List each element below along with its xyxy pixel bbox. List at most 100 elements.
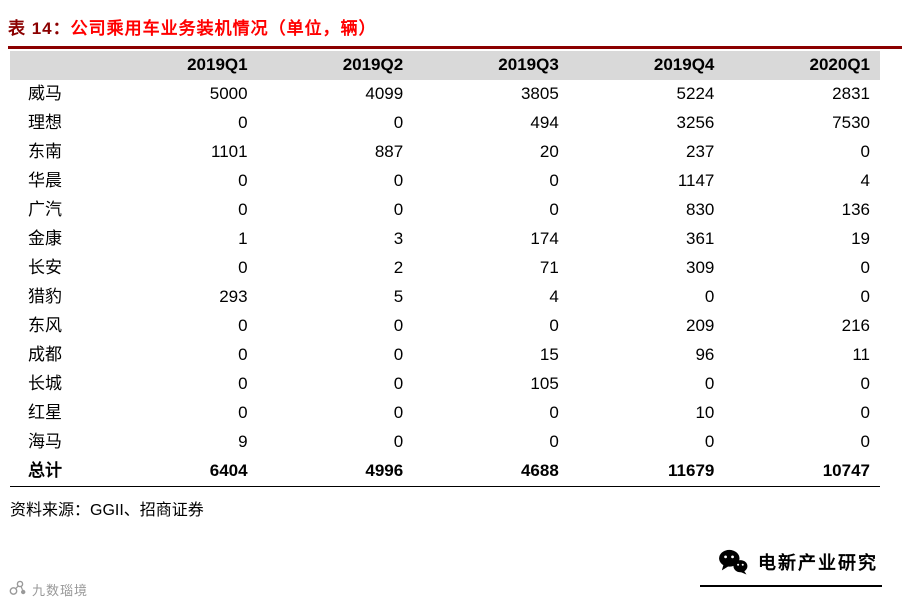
column-header: 2019Q4 (568, 51, 725, 80)
table-cell: 5 (393, 287, 404, 306)
table-cell: 4099 (365, 84, 404, 103)
table-row: 广汽 0 0 0 830 136 (10, 196, 880, 225)
table-cell: 174 (530, 229, 559, 248)
table-cell: 216 (841, 316, 870, 335)
table-cell: 10 (695, 403, 715, 422)
table-row: 红星 0 0 0 10 0 (10, 399, 880, 428)
table-cell: 0 (549, 171, 559, 190)
table-cell: 3 (393, 229, 404, 248)
table-row: 海马 9 0 0 0 0 (10, 428, 880, 457)
table-cell: 0 (393, 432, 404, 451)
table-row: 长城 0 0 105 0 0 (10, 370, 880, 399)
table-row: 威马 5000 4099 3805 5224 2831 (10, 80, 880, 109)
table-cell: 0 (238, 316, 248, 335)
table-caption-title: 公司乘用车业务装机情况（单位，辆） (70, 19, 377, 38)
table-cell: 0 (393, 113, 404, 132)
table-cell: 11 (852, 345, 870, 364)
table-cell: 0 (393, 345, 404, 364)
table-row: 理想 0 0 494 3256 7530 (10, 109, 880, 138)
table-cell: 0 (549, 200, 559, 219)
table-cell: 1147 (677, 171, 715, 190)
table-cell: 96 (695, 345, 715, 364)
table-cell: 0 (704, 287, 715, 306)
table-cell: 0 (549, 403, 559, 422)
table-cell: 4 (860, 171, 870, 190)
table-cell: 3805 (520, 84, 559, 103)
column-header: 2019Q2 (257, 51, 414, 80)
table-cell: 0 (238, 345, 248, 364)
table-cell: 0 (860, 403, 870, 422)
table-cell: 7530 (832, 113, 870, 132)
table-cell: 0 (238, 403, 248, 422)
row-label: 金康 (28, 229, 62, 248)
column-header: 2019Q3 (413, 51, 569, 80)
wechat-icon (718, 549, 748, 575)
watermark-logo-icon (8, 578, 28, 601)
table-cell: 4996 (257, 457, 414, 487)
table-row: 成都 0 0 15 96 11 (10, 341, 880, 370)
table-cell: 0 (860, 374, 870, 393)
table-cell: 15 (539, 345, 559, 364)
table-cell: 5000 (209, 84, 248, 103)
table-cell: 4688 (413, 457, 569, 487)
table-cell: 11679 (568, 457, 725, 487)
caption-divider (8, 46, 902, 49)
table-cell: 0 (393, 316, 404, 335)
table-cell: 20 (539, 142, 559, 161)
table-cell: 887 (374, 142, 404, 161)
row-label: 华晨 (28, 171, 62, 190)
row-label: 猎豹 (28, 287, 62, 306)
table-cell: 105 (530, 374, 559, 393)
row-label: 广汽 (28, 200, 62, 219)
table-cell: 293 (219, 287, 248, 306)
table-cell: 0 (238, 200, 248, 219)
table-cell: 0 (238, 113, 248, 132)
table-caption: 表 14：公司乘用车业务装机情况（单位，辆） (0, 0, 910, 46)
table-cell: 830 (686, 200, 715, 219)
row-label: 海马 (28, 432, 62, 451)
table-cell: 361 (686, 229, 715, 248)
table-row: 东风 0 0 0 209 216 (10, 312, 880, 341)
table-cell: 2831 (832, 84, 870, 103)
row-label: 东南 (28, 142, 62, 161)
table-cell: 309 (686, 258, 715, 277)
table-cell: 494 (530, 113, 559, 132)
table-cell: 0 (393, 374, 404, 393)
table-cell: 3256 (676, 113, 715, 132)
watermark: 九数瑙境 (8, 578, 88, 601)
table-total-row: 总计 6404 4996 4688 11679 10747 (10, 457, 880, 487)
table-cell: 6404 (102, 457, 258, 487)
table-row: 金康 1 3 174 361 19 (10, 225, 880, 254)
table-cell: 0 (549, 432, 559, 451)
table-cell: 1101 (211, 142, 248, 161)
table-cell: 19 (851, 229, 870, 248)
row-label: 理想 (28, 113, 62, 132)
table-cell: 237 (686, 142, 715, 161)
table-cell: 0 (549, 316, 559, 335)
table-cell: 0 (860, 287, 870, 306)
row-label: 东风 (28, 316, 62, 335)
row-label: 威马 (28, 84, 62, 103)
table-cell: 2 (393, 258, 404, 277)
installation-table: 2019Q1 2019Q2 2019Q3 2019Q4 2020Q1 威马 5000 409… (10, 51, 880, 487)
table-body: 威马 5000 4099 3805 5224 2831 理想 0 0 494 3256 7530 东南 1… (10, 80, 880, 487)
table-cell: 0 (238, 258, 248, 277)
table-cell: 0 (704, 374, 715, 393)
table-cell: 209 (686, 316, 715, 335)
table-cell: 0 (860, 258, 870, 277)
table-row: 东南 1101 887 20 237 0 (10, 138, 880, 167)
table-cell: 71 (539, 258, 559, 277)
column-header: 2020Q1 (724, 51, 880, 80)
corner-cell (10, 51, 102, 80)
watermark-text: 九数瑙境 (32, 583, 89, 598)
table-cell: 136 (841, 200, 870, 219)
table-caption-label: 表 14： (8, 19, 71, 38)
table-cell: 9 (238, 432, 248, 451)
table-cell: 0 (393, 403, 404, 422)
row-label: 长安 (28, 258, 62, 277)
table-cell: 0 (704, 432, 715, 451)
row-label: 红星 (28, 403, 62, 422)
table-row: 华晨 0 0 0 1147 4 (10, 167, 880, 196)
table-cell: 0 (860, 142, 870, 161)
